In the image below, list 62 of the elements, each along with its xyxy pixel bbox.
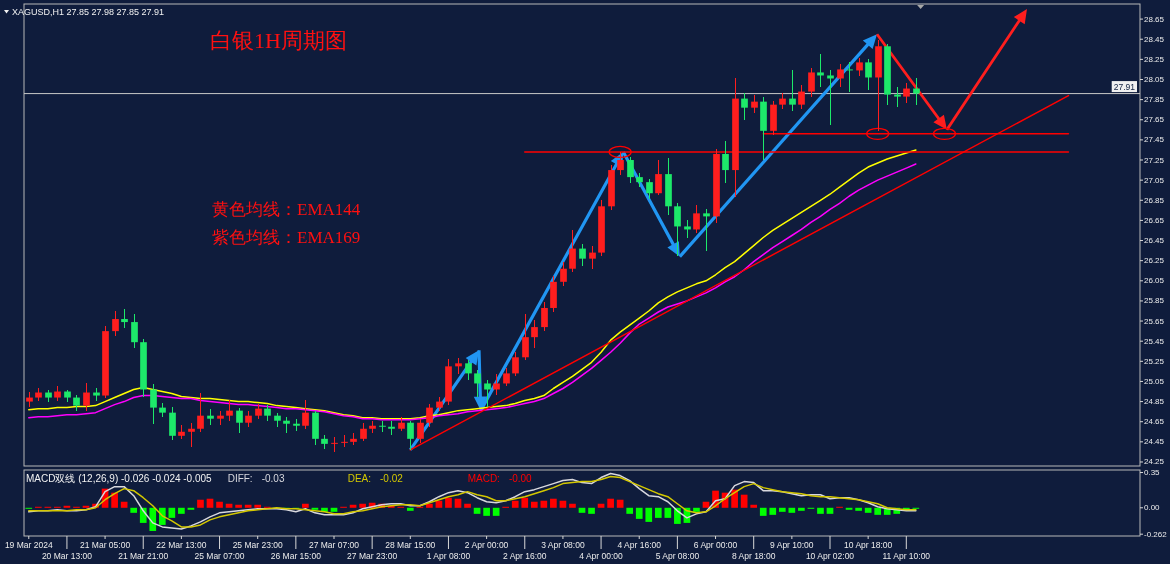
x-tick-label: 27 Mar 07:00 <box>308 540 360 550</box>
y-tick-label: 25.05 <box>1144 376 1165 386</box>
y-tick-label: 26.25 <box>1144 256 1165 266</box>
y-tick-label: 27.65 <box>1144 115 1165 125</box>
annotation: 紫色均线：EMA169 <box>212 228 361 247</box>
x-tick-label: 10 Apr 02:00 <box>805 551 855 561</box>
text: DIFF: <box>227 472 253 484</box>
x-tick-label: 27 Mar 23:00 <box>347 551 398 561</box>
y-tick-label: 28.65 <box>1144 14 1165 24</box>
x-tick-label: 8 Apr 18:00 <box>731 551 776 561</box>
x-tick-label: 6 Apr 00:00 <box>693 540 738 550</box>
y-tick-label: 27.25 <box>1144 155 1165 165</box>
text: DEA: <box>347 472 371 484</box>
y-tick-label: 26.65 <box>1144 215 1165 225</box>
y-tick-label: 28.25 <box>1144 54 1165 64</box>
text: 白银1H周期图 <box>210 28 347 53</box>
y-tick-label: 26.05 <box>1144 276 1165 286</box>
x-tick-label: 4 Apr 00:00 <box>579 551 624 561</box>
series-label: MACD: <box>467 472 500 484</box>
y-tick-label: 28.45 <box>1144 34 1165 44</box>
x-tick-label: 28 Mar 15:00 <box>385 540 436 550</box>
x-tick-label: 1 Apr 08:00 <box>426 551 471 561</box>
y-tick-label: 25.45 <box>1144 336 1165 346</box>
annotation: 黄色均线：EMA144 <box>212 200 361 219</box>
y-tick-label: 24.85 <box>1144 397 1165 407</box>
annotation: MACD双线 (12,26,9) -0.026 -0.024 -0.005 <box>26 472 213 484</box>
x-tick-label: 25 Mar 07:00 <box>194 551 245 561</box>
x-tick-label: 26 Mar 15:00 <box>270 551 322 561</box>
annotation: XAGUSD,H1 27.85 27.98 27.85 27.91 <box>12 7 165 17</box>
y-tick-label: 25.25 <box>1144 356 1165 366</box>
x-tick-label: 2 Apr 00:00 <box>464 540 509 550</box>
x-tick-label: 10 Apr 18:00 <box>844 540 893 550</box>
y-tick-label: 0.00 <box>1144 503 1161 513</box>
x-tick-label: 19 Mar 2024 <box>4 540 53 550</box>
x-tick-label: 11 Apr 10:00 <box>882 551 931 561</box>
annotation: -0.03 <box>261 472 285 484</box>
x-tick-label: 25 Mar 23:00 <box>232 540 284 550</box>
x-tick-label: 9 Apr 10:00 <box>770 540 814 550</box>
y-tick-label: 24.45 <box>1144 437 1165 447</box>
x-tick-label: 4 Apr 16:00 <box>617 540 662 550</box>
annotation: -0.02 <box>380 472 404 484</box>
y-tick-label: 27.85 <box>1144 95 1165 105</box>
y-tick-label: 26.45 <box>1144 236 1165 246</box>
annotation: -0.00 <box>508 472 533 484</box>
y-tick-label: 28.05 <box>1144 74 1165 84</box>
y-tick-label: 0.35 <box>1144 468 1161 478</box>
y-tick-label: 27.45 <box>1144 135 1165 145</box>
y-tick-label: 24.25 <box>1144 457 1165 467</box>
y-tick-label: 25.65 <box>1144 316 1165 326</box>
x-tick-label: 22 Mar 13:00 <box>156 540 207 550</box>
ref-line-label: 27.91 <box>1113 81 1136 92</box>
y-tick-label: 24.65 <box>1144 417 1165 427</box>
x-tick-label: 21 Mar 05:00 <box>80 540 131 550</box>
x-tick-label: 2 Apr 16:00 <box>503 551 547 561</box>
x-tick-label: 3 Apr 08:00 <box>541 540 585 550</box>
y-tick-label: 26.85 <box>1144 195 1165 205</box>
y-tick-label: -0.262 <box>1144 529 1168 539</box>
x-tick-label: 5 Apr 08:00 <box>655 551 700 561</box>
y-tick-label: 27.05 <box>1144 175 1165 185</box>
x-tick-label: 20 Mar 13:00 <box>41 551 93 561</box>
x-tick-label: 21 Mar 21:00 <box>118 551 169 561</box>
y-tick-label: 25.85 <box>1144 296 1165 306</box>
